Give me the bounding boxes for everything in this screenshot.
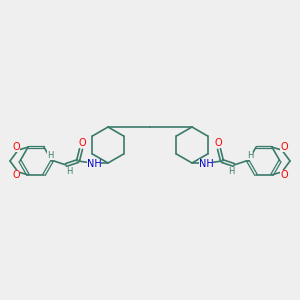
Text: H: H — [228, 167, 234, 176]
Text: NH: NH — [87, 159, 101, 169]
Text: H: H — [66, 167, 72, 176]
Text: H: H — [247, 151, 253, 160]
Text: NH: NH — [199, 159, 213, 169]
Text: H: H — [47, 151, 53, 160]
Text: O: O — [280, 142, 288, 152]
Text: O: O — [12, 170, 20, 180]
Text: O: O — [214, 138, 222, 148]
Text: O: O — [12, 142, 20, 152]
Text: O: O — [280, 170, 288, 180]
Text: O: O — [78, 138, 86, 148]
